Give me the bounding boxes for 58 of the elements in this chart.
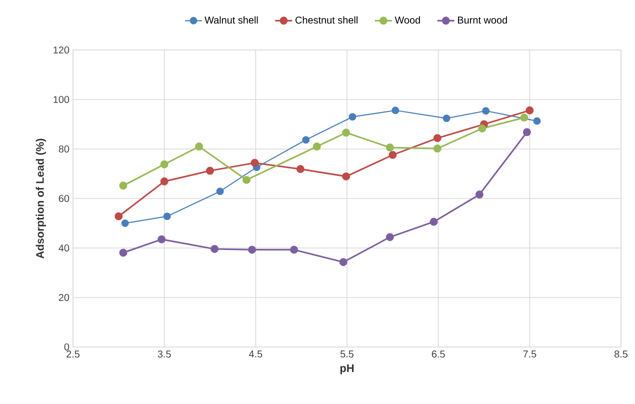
point	[433, 134, 442, 142]
y-tick-label: 60	[58, 194, 70, 202]
point	[430, 218, 438, 226]
y-tick-label: 40	[58, 244, 70, 252]
x-tick-label: 3.5	[158, 350, 171, 358]
legend-label: Wood	[394, 16, 420, 24]
point	[339, 258, 348, 266]
point	[248, 246, 256, 254]
point	[433, 144, 442, 152]
point	[121, 220, 129, 227]
y-tick-label: 0	[64, 343, 70, 351]
point	[386, 144, 394, 152]
y-tick-label: 100	[54, 96, 70, 104]
y-tick-label: 120	[54, 46, 70, 54]
point	[392, 106, 400, 114]
point	[348, 113, 356, 121]
x-tick-label: 8.5	[614, 350, 628, 358]
point	[210, 245, 219, 253]
point	[342, 128, 350, 137]
point	[242, 176, 251, 184]
point	[302, 136, 310, 144]
point	[195, 142, 204, 151]
point	[533, 117, 541, 125]
point	[250, 158, 259, 167]
point	[158, 235, 166, 244]
point	[386, 233, 394, 242]
x-tick-label: 6.5	[432, 350, 445, 358]
point	[478, 124, 486, 132]
point	[312, 142, 321, 151]
point	[163, 212, 171, 220]
point	[388, 150, 397, 159]
point	[520, 114, 528, 122]
point	[216, 188, 224, 196]
legend-label: Burnt wood	[458, 16, 507, 24]
x-axis-title: pH	[340, 364, 354, 374]
y-tick-label: 80	[58, 145, 70, 153]
point	[475, 190, 484, 199]
point	[526, 106, 534, 114]
legend-label: Walnut shell	[204, 16, 258, 24]
point	[290, 246, 298, 254]
legend-label: Chestnut shell	[296, 16, 358, 24]
x-tick-label: 4.5	[248, 350, 262, 358]
y-tick-label: 20	[58, 294, 70, 302]
point	[206, 166, 214, 175]
point	[296, 165, 304, 174]
point	[442, 114, 450, 122]
point	[482, 107, 490, 115]
x-tick-label: 5.5	[340, 350, 354, 358]
y-axis-title: Adsorption of Lead (%)	[36, 138, 46, 258]
point	[342, 172, 350, 180]
point	[522, 128, 531, 136]
point	[119, 248, 128, 257]
point	[114, 212, 123, 220]
x-tick-label: 7.5	[523, 350, 536, 358]
x-tick-label: 2.5	[66, 350, 80, 358]
point	[119, 182, 128, 190]
point	[160, 177, 168, 186]
point	[160, 160, 168, 168]
